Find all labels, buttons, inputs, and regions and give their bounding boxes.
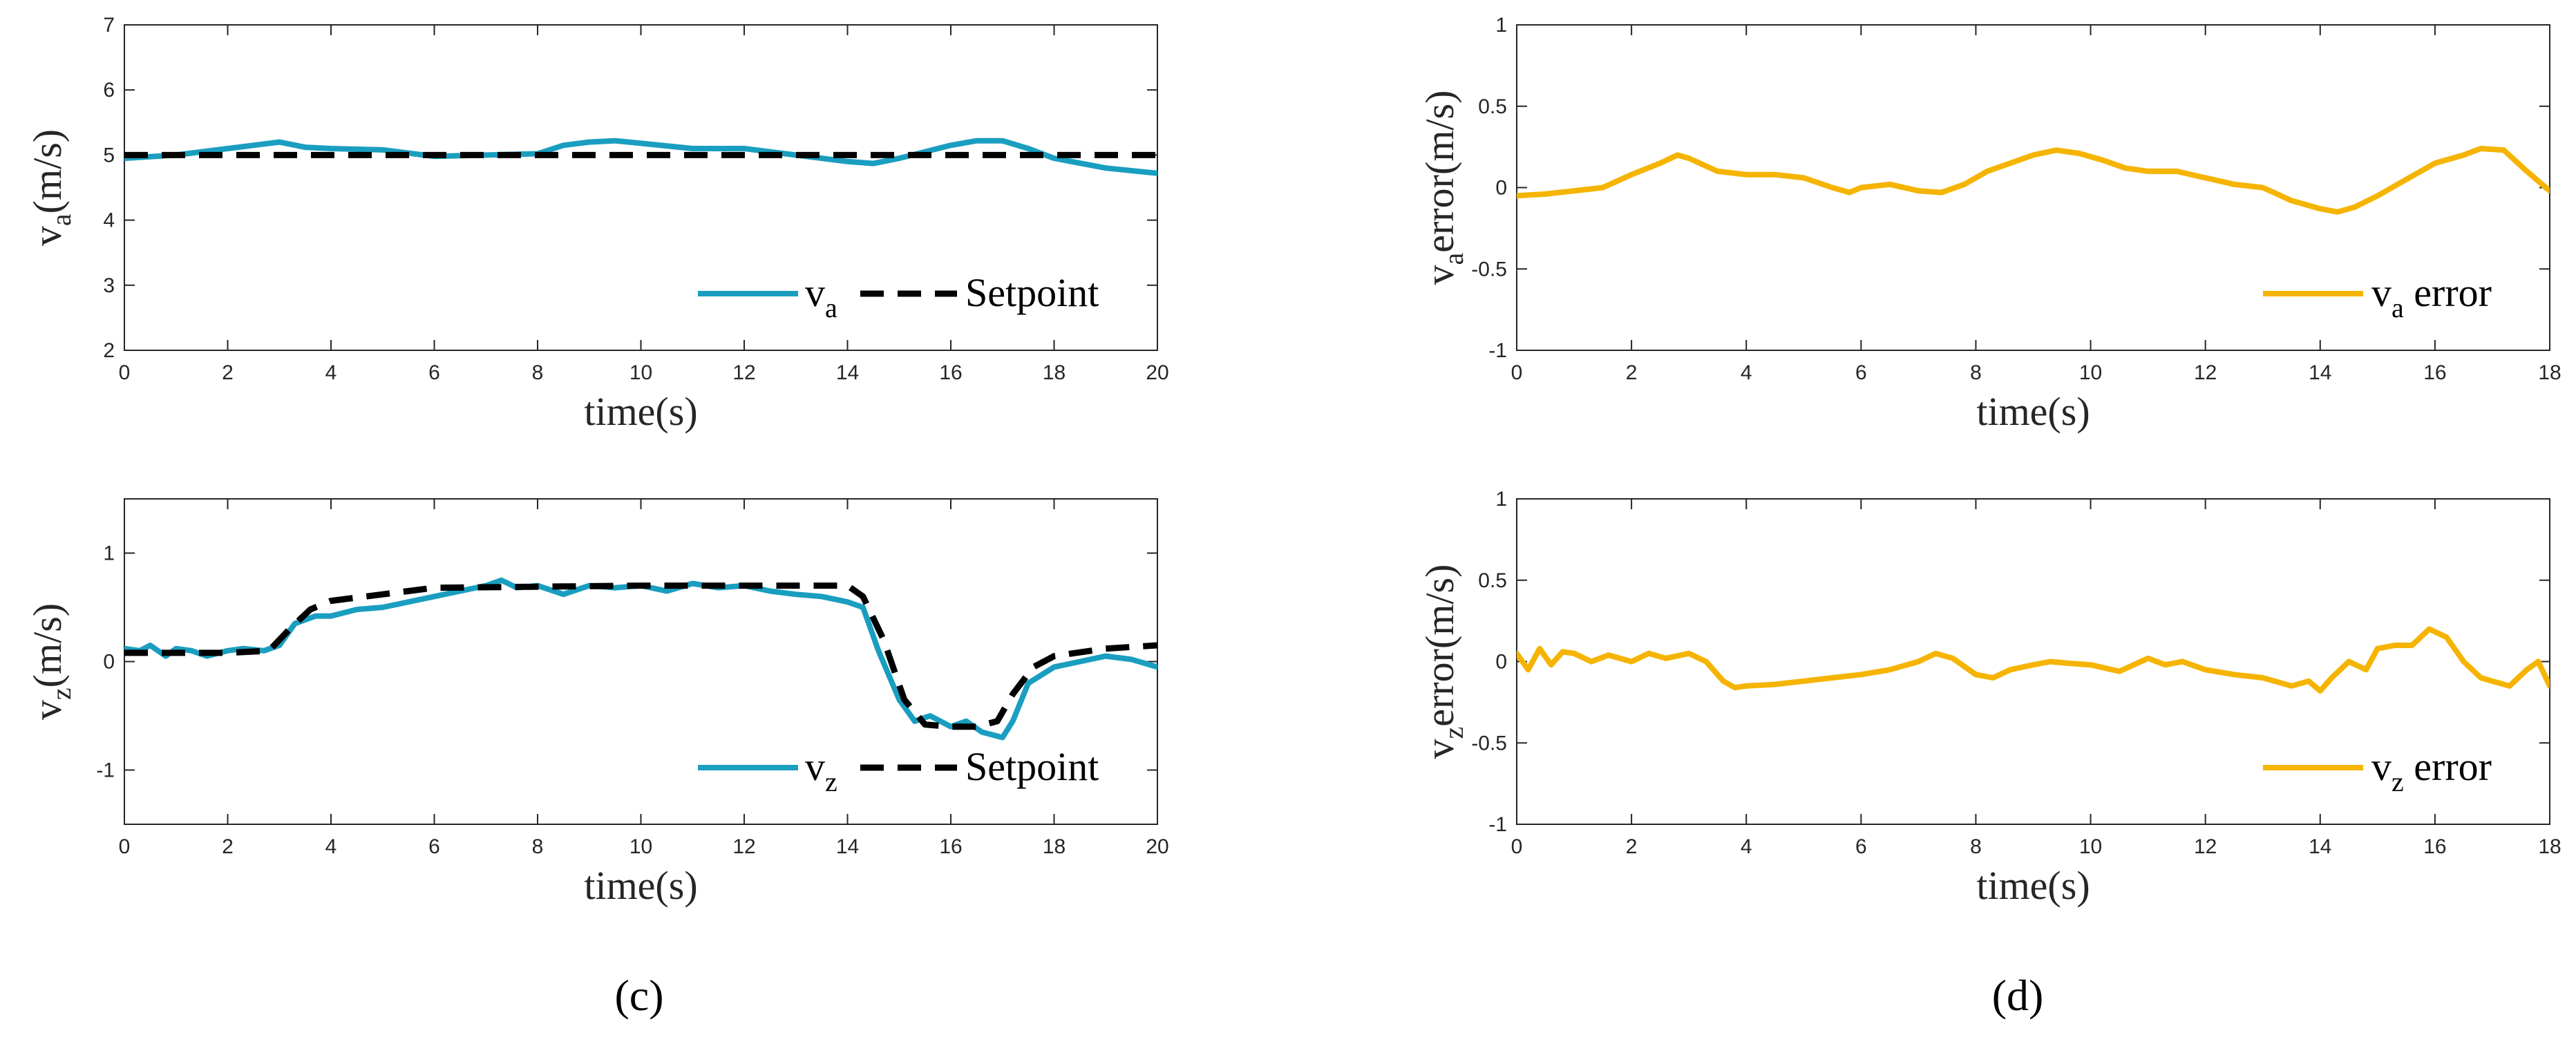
x-tick-label: 12: [2194, 835, 2217, 858]
series-group: [124, 137, 1157, 176]
y-tick-label: -1: [1488, 339, 1507, 362]
legend-label: va: [805, 270, 837, 323]
y-tick-label: 0.5: [1478, 569, 1507, 592]
y-axis-title: vz(m/s): [25, 603, 77, 720]
x-tick-label: 2: [1626, 835, 1638, 858]
x-tick-label: 18: [2538, 835, 2561, 858]
series-group: [124, 577, 1157, 741]
y-tick-label: 0: [1495, 651, 1507, 674]
y-tick-label: 4: [103, 209, 115, 232]
x-tick-label: 20: [1146, 361, 1168, 384]
x-tick-label: 6: [1855, 361, 1867, 384]
series-group: [1517, 626, 2550, 694]
y-tick-label: -0.5: [1471, 258, 1507, 281]
x-tick-label: 8: [532, 835, 544, 858]
x-tick-label: 4: [1741, 835, 1752, 858]
x-tick-label: 10: [629, 835, 652, 858]
y-tick-label: -0.5: [1471, 732, 1507, 754]
y-tick-label: 7: [103, 14, 115, 37]
x-tick-label: 6: [428, 835, 440, 858]
y-tick-label: 0.5: [1478, 95, 1507, 118]
legend-label: vz error: [2371, 744, 2492, 797]
x-tick-label: 12: [732, 835, 755, 858]
x-tick-label: 14: [836, 361, 859, 384]
x-tick-label: 14: [2309, 835, 2331, 858]
series-line-setpoint: [124, 582, 1157, 730]
x-tick-label: 0: [1511, 835, 1523, 858]
y-tick-label: -1: [1488, 813, 1507, 836]
legend: vz error: [2263, 744, 2492, 797]
chart-c-bottom: 0 2 4 6 8 10 12 14 16 18 20 -1 0 1 time(s) vz(m/s) vz Set…: [25, 498, 1169, 908]
x-tick-label: 2: [222, 835, 234, 858]
y-tick-label: 6: [103, 79, 115, 102]
x-tick-label: 10: [2079, 835, 2102, 858]
x-tick-label: 8: [532, 361, 544, 384]
x-tick-label: 16: [939, 361, 962, 384]
y-tick-label: 2: [103, 339, 115, 362]
x-tick-label: 14: [2309, 361, 2331, 384]
x-tick-label: 18: [1043, 835, 1066, 858]
x-tick-label: 16: [939, 835, 962, 858]
x-tick-label: 16: [2423, 361, 2446, 384]
y-tick-label: 3: [103, 274, 115, 297]
legend-label: vz: [805, 744, 837, 797]
y-tick-label: 1: [1495, 14, 1507, 37]
x-tick-label: 12: [2194, 361, 2217, 384]
x-axis-title: time(s): [584, 863, 697, 908]
x-tick-label: 8: [1970, 361, 1982, 384]
x-tick-label: 4: [1741, 361, 1752, 384]
x-tick-label: 14: [836, 835, 859, 858]
x-axis-title: time(s): [1976, 863, 2090, 908]
legend: vz Setpoint: [698, 744, 1099, 797]
chart-d-bottom: 0 2 4 6 8 10 12 14 16 18 -1 -0.5 0 0.5 1 time(s) vzerror…: [1417, 488, 2561, 908]
x-tick-label: 6: [428, 361, 440, 384]
y-tick-label: 5: [103, 144, 115, 167]
x-tick-label: 4: [325, 361, 337, 384]
panel-label-c: (c): [614, 971, 663, 1020]
x-tick-label: 16: [2423, 835, 2446, 858]
x-axis-title: time(s): [584, 389, 697, 434]
y-tick-label: 0: [1495, 177, 1507, 200]
y-tick-label: -1: [96, 759, 115, 782]
x-tick-label: 10: [2079, 361, 2102, 384]
panel-label-d: (d): [1992, 971, 2044, 1020]
x-tick-label: 8: [1970, 835, 1982, 858]
x-tick-label: 6: [1855, 835, 1867, 858]
x-tick-label: 18: [2538, 361, 2561, 384]
series-group: [1517, 146, 2550, 215]
x-tick-label: 4: [325, 835, 337, 858]
x-tick-label: 0: [119, 835, 131, 858]
x-tick-label: 20: [1146, 835, 1168, 858]
series-line-v-a: [124, 137, 1157, 176]
x-tick-label: 0: [119, 361, 131, 384]
x-tick-label: 18: [1043, 361, 1066, 384]
series-line-v-z-error: [1517, 626, 2550, 694]
y-tick-label: 0: [103, 651, 115, 674]
x-tick-label: 10: [629, 361, 652, 384]
chart-d-top: 0 2 4 6 8 10 12 14 16 18 -1 -0.5 0 0.5 1 time(s) vaerror…: [1417, 14, 2561, 434]
x-tick-label: 2: [222, 361, 234, 384]
series-line-v-a-error: [1517, 146, 2550, 215]
legend-label: Setpoint: [965, 270, 1099, 315]
x-tick-label: 12: [732, 361, 755, 384]
x-axis-title: time(s): [1976, 389, 2090, 434]
y-axis-title: vzerror(m/s): [1417, 564, 1469, 759]
y-tick-label: 1: [103, 542, 115, 565]
legend-label: Setpoint: [965, 744, 1099, 789]
x-tick-label: 0: [1511, 361, 1523, 384]
y-axis-title: vaerror(m/s): [1417, 91, 1469, 285]
y-tick-label: 1: [1495, 488, 1507, 511]
legend-label: va error: [2371, 270, 2492, 323]
x-tick-label: 2: [1626, 361, 1638, 384]
legend: va error: [2263, 270, 2492, 323]
legend: va Setpoint: [698, 270, 1099, 323]
y-axis-title: va(m/s): [25, 129, 77, 246]
